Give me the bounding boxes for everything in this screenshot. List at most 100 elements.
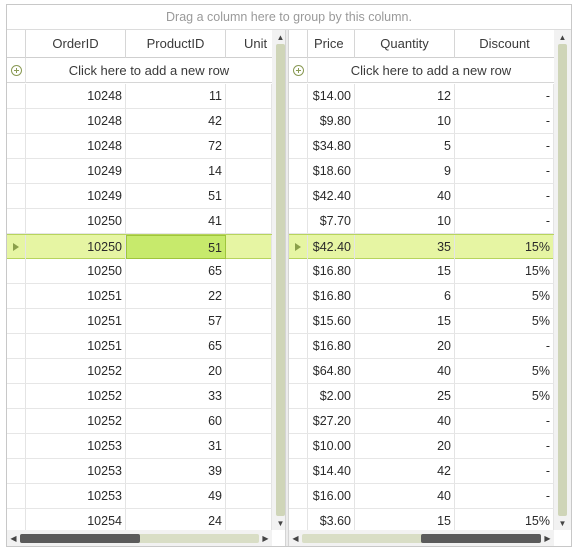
cell-unitprice[interactable]: $34.80 [308, 134, 355, 158]
cell-unitprice-left[interactable] [226, 309, 272, 333]
cell-unitprice[interactable]: $7.70 [308, 209, 355, 233]
cell-unitprice[interactable]: $64.80 [308, 359, 355, 383]
cell-discount[interactable]: 15% [455, 509, 554, 533]
table-row[interactable]: $42.40 40- [289, 184, 554, 209]
cell-discount[interactable]: 5% [455, 384, 554, 408]
cell-quantity[interactable]: 12 [355, 84, 455, 108]
cell-productid[interactable]: 31 [126, 434, 226, 458]
cell-unitprice[interactable]: $27.20 [308, 409, 355, 433]
cell-productid[interactable]: 22 [126, 284, 226, 308]
right-new-row[interactable]: Click here to add a new row [289, 58, 554, 83]
cell-unitprice-left[interactable] [226, 184, 272, 208]
cell-unitprice-left[interactable] [226, 359, 272, 383]
cell-discount[interactable]: - [455, 84, 554, 108]
cell-discount[interactable]: - [455, 334, 554, 358]
arrow-down-icon[interactable]: ▼ [276, 518, 285, 528]
cell-discount[interactable]: 15% [455, 259, 554, 283]
cell-orderid[interactable]: 10249 [26, 184, 126, 208]
cell-orderid[interactable]: 10250 [26, 209, 126, 233]
cell-unitprice[interactable]: $14.00 [308, 84, 355, 108]
cell-quantity[interactable]: 42 [355, 459, 455, 483]
row-indicator[interactable] [289, 84, 308, 108]
cell-unitprice-left[interactable] [226, 384, 272, 408]
column-header-discount[interactable]: Discount [455, 30, 555, 58]
cell-orderid[interactable]: 10251 [26, 284, 126, 308]
cell-discount[interactable]: 5% [455, 359, 554, 383]
cell-orderid[interactable]: 10253 [26, 459, 126, 483]
cell-orderid[interactable]: 10250 [26, 259, 126, 283]
table-row[interactable]: 10250 41 [7, 209, 272, 234]
right-hscroll-thumb[interactable] [421, 534, 541, 543]
cell-productid[interactable]: 65 [126, 259, 226, 283]
cell-orderid[interactable]: 10252 [26, 384, 126, 408]
cell-discount[interactable]: - [455, 209, 554, 233]
left-hscroll-thumb[interactable] [20, 534, 140, 543]
arrow-left-icon[interactable]: ◀ [292, 533, 299, 543]
cell-discount[interactable]: - [455, 409, 554, 433]
pane-splitter[interactable] [285, 30, 289, 546]
cell-orderid[interactable]: 10250 [26, 235, 126, 259]
cell-orderid[interactable]: 10252 [26, 409, 126, 433]
cell-productid[interactable]: 20 [126, 359, 226, 383]
row-indicator[interactable] [7, 309, 26, 333]
row-indicator[interactable] [7, 209, 26, 233]
cell-unitprice[interactable]: $42.40 [308, 184, 355, 208]
cell-productid[interactable]: 60 [126, 409, 226, 433]
column-header-orderid[interactable]: OrderID [26, 30, 126, 58]
table-row[interactable]: $18.60 9- [289, 159, 554, 184]
cell-orderid[interactable]: 10248 [26, 134, 126, 158]
table-row[interactable]: 10248 72 [7, 134, 272, 159]
left-vscroll-thumb[interactable] [276, 44, 285, 516]
cell-unitprice-left[interactable] [226, 284, 272, 308]
left-new-row[interactable]: Click here to add a new row [7, 58, 272, 83]
cell-unitprice-left[interactable] [226, 334, 272, 358]
cell-discount[interactable]: 5% [455, 284, 554, 308]
table-row[interactable]: 10253 39 [7, 459, 272, 484]
table-row[interactable]: $10.00 20- [289, 434, 554, 459]
table-row[interactable]: $42.40 35 15% [289, 234, 554, 259]
cell-unitprice-left[interactable] [226, 134, 272, 158]
new-row-label[interactable]: Click here to add a new row [350, 63, 512, 78]
row-indicator[interactable] [289, 409, 308, 433]
table-row[interactable]: $16.80 15 15% [289, 259, 554, 284]
row-indicator[interactable] [289, 384, 308, 408]
group-panel[interactable]: Drag a column here to group by this colu… [7, 5, 571, 30]
cell-discount[interactable]: - [455, 434, 554, 458]
cell-discount[interactable]: - [455, 184, 554, 208]
right-horizontal-scrollbar[interactable]: ◀ ▶ [289, 530, 554, 546]
cell-discount[interactable]: - [455, 484, 554, 508]
cell-unitprice[interactable]: $15.60 [308, 309, 355, 333]
table-row[interactable]: 10252 60 [7, 409, 272, 434]
row-indicator[interactable] [7, 134, 26, 158]
cell-unitprice-left[interactable] [226, 84, 272, 108]
row-indicator[interactable] [289, 309, 308, 333]
cell-orderid[interactable]: 10248 [26, 109, 126, 133]
table-row[interactable]: $34.80 5- [289, 134, 554, 159]
row-indicator[interactable] [7, 84, 26, 108]
arrow-up-icon[interactable]: ▲ [558, 32, 567, 42]
cell-discount[interactable]: - [455, 159, 554, 183]
row-indicator[interactable] [7, 509, 26, 533]
cell-orderid[interactable]: 10248 [26, 84, 126, 108]
cell-quantity[interactable]: 35 [355, 235, 455, 259]
cell-unitprice[interactable]: $9.80 [308, 109, 355, 133]
column-header-quantity[interactable]: Quantity [355, 30, 455, 58]
cell-unitprice[interactable]: $3.60 [308, 509, 355, 533]
cell-unitprice[interactable]: $16.80 [308, 284, 355, 308]
table-row[interactable]: 10253 49 [7, 484, 272, 509]
cell-discount[interactable]: 15% [455, 235, 554, 259]
table-row[interactable]: 10252 20 [7, 359, 272, 384]
row-indicator[interactable] [7, 284, 26, 308]
left-horizontal-scrollbar[interactable]: ◀ ▶ [7, 530, 272, 546]
cell-discount[interactable]: - [455, 459, 554, 483]
arrow-up-icon[interactable]: ▲ [276, 32, 285, 42]
table-row[interactable]: 10248 11 [7, 84, 272, 109]
cell-quantity[interactable]: 15 [355, 509, 455, 533]
row-indicator[interactable] [7, 384, 26, 408]
row-indicator[interactable] [7, 184, 26, 208]
table-row[interactable]: $9.80 10- [289, 109, 554, 134]
cell-orderid[interactable]: 10254 [26, 509, 126, 533]
row-indicator[interactable] [289, 235, 308, 259]
table-row[interactable]: 10250 51 [7, 234, 272, 259]
cell-quantity[interactable]: 10 [355, 209, 455, 233]
